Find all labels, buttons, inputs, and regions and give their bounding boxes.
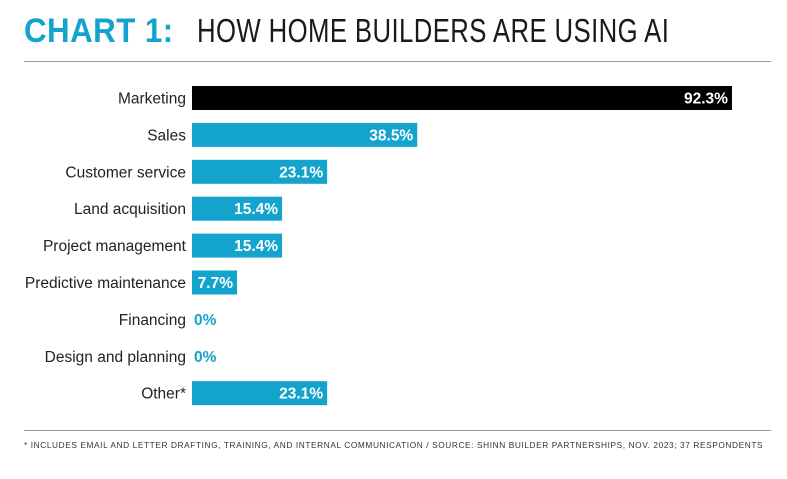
bar	[192, 122, 418, 147]
bar	[192, 233, 283, 258]
category-label: Sales	[147, 127, 186, 144]
bottom-divider	[24, 430, 771, 431]
category-label: Predictive maintenance	[25, 275, 186, 292]
chart-heading: HOW HOME BUILDERS ARE USING AI	[196, 12, 669, 49]
bar	[192, 381, 328, 406]
value-label: 0%	[194, 349, 217, 366]
value-label: 92.3%	[684, 91, 728, 108]
value-label: 23.1%	[279, 386, 323, 403]
category-label: Land acquisition	[74, 201, 186, 218]
category-label: Other*	[141, 386, 186, 403]
bar	[192, 86, 732, 110]
category-label: Financing	[119, 312, 186, 329]
chart-number: CHART 1:	[24, 12, 174, 50]
top-divider	[24, 61, 771, 62]
bar	[192, 270, 238, 295]
value-label: 15.4%	[234, 238, 278, 255]
bar	[192, 196, 283, 221]
value-label: 0%	[194, 312, 217, 329]
value-label: 23.1%	[279, 164, 323, 181]
category-label: Marketing	[118, 91, 186, 108]
value-label: 38.5%	[369, 127, 413, 144]
value-label: 15.4%	[234, 201, 278, 218]
chart-title: CHART 1: HOW HOME BUILDERS ARE USING AI	[24, 12, 787, 50]
bar	[192, 159, 328, 184]
value-label: 7.7%	[198, 275, 234, 292]
category-label: Project management	[43, 238, 187, 255]
category-label: Design and planning	[45, 349, 186, 366]
category-label: Customer service	[65, 164, 186, 181]
footnote: * INCLUDES EMAIL AND LETTER DRAFTING, TR…	[24, 440, 764, 450]
